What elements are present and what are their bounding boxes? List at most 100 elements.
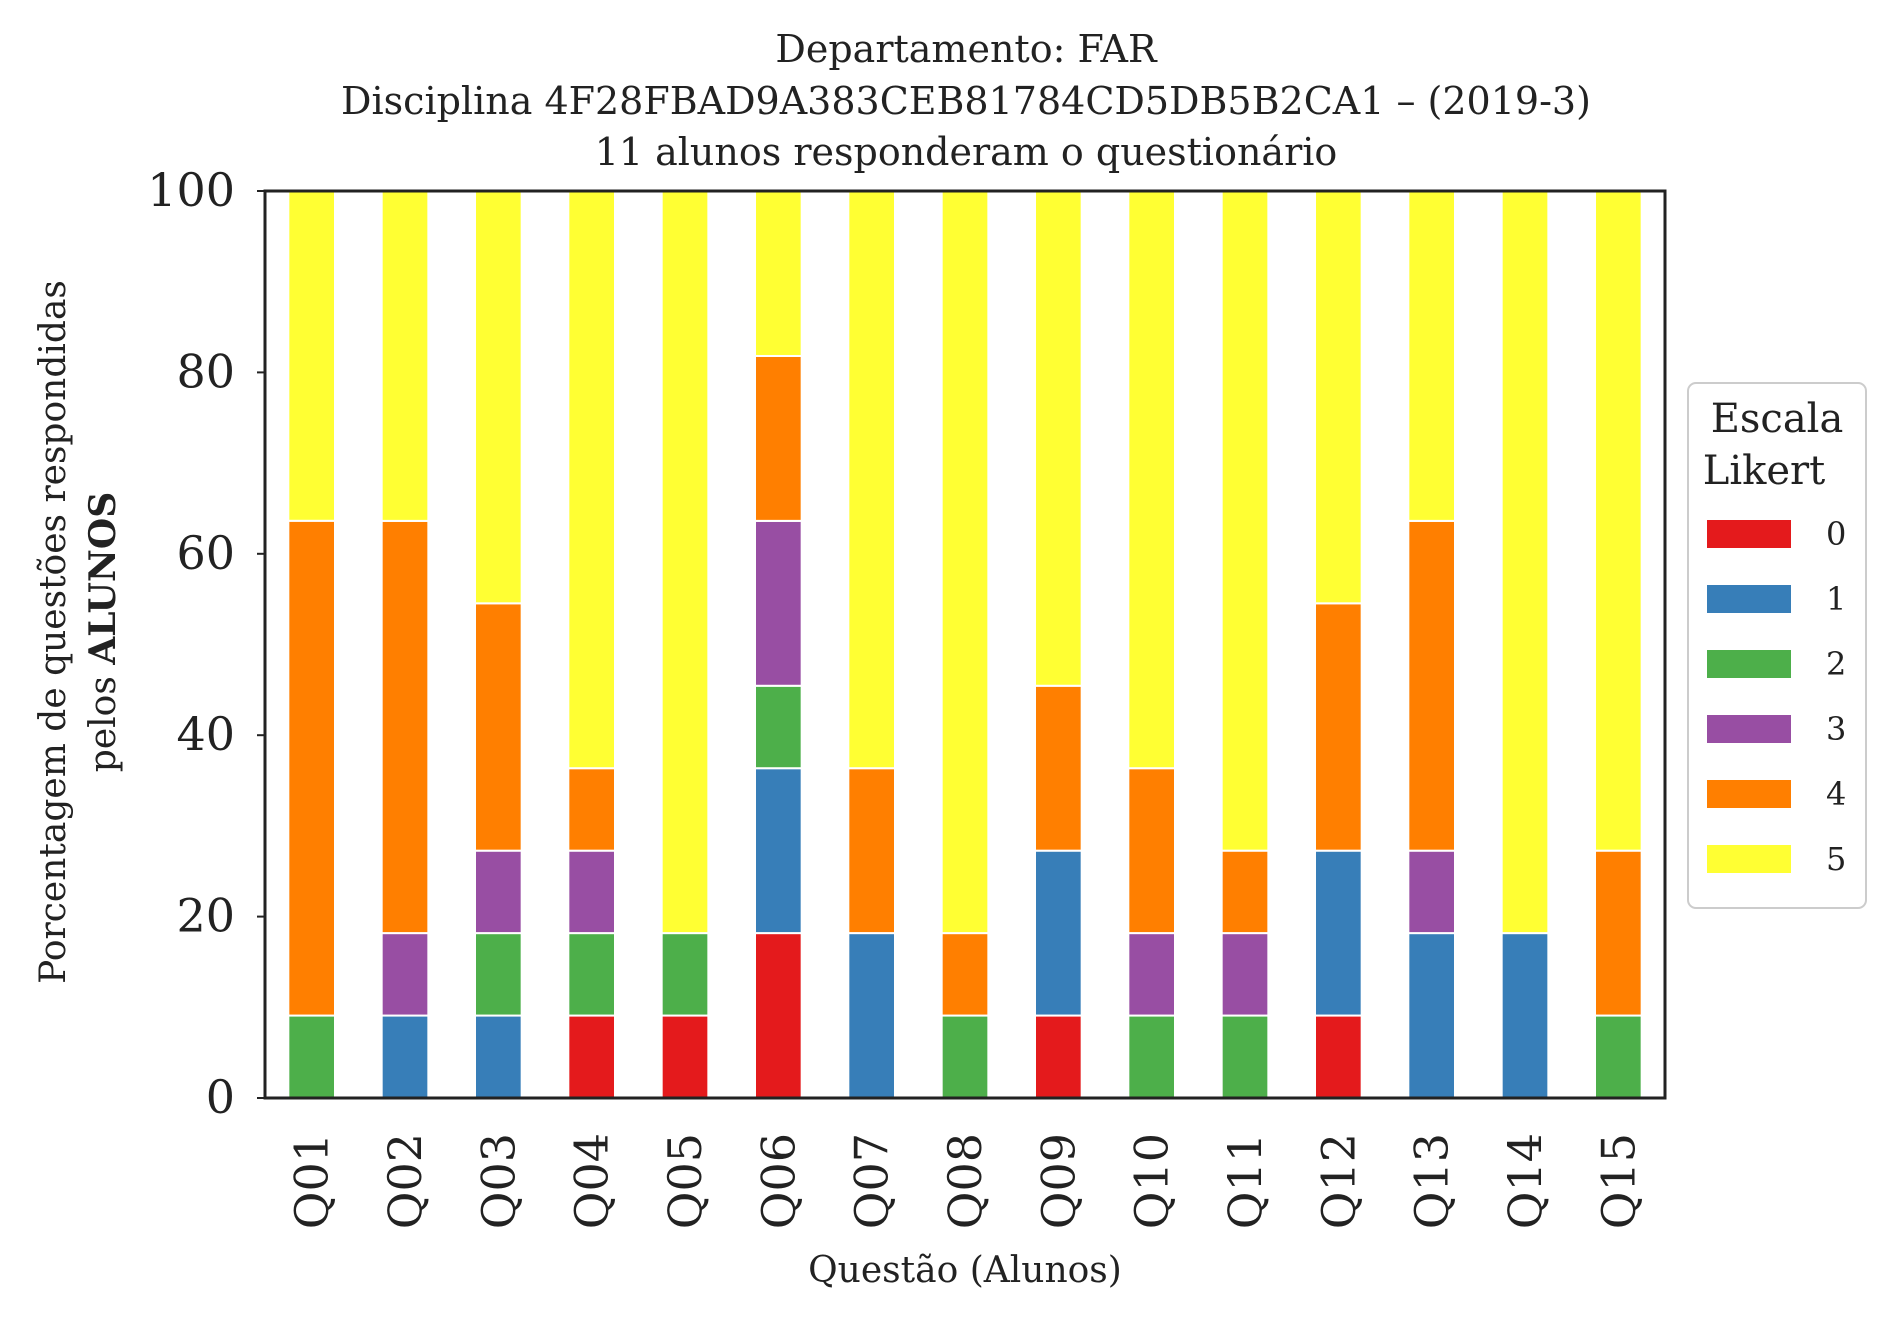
bar-Q06-likert-2 [754, 684, 803, 770]
bar-Q07-likert-4 [847, 767, 897, 935]
x-tick-label-Q10: Q10 [1125, 1133, 1179, 1229]
x-tick-label-Q11: Q11 [1218, 1133, 1272, 1229]
y-axis-label: Porcentagem de questões respondidas pelo… [33, 280, 124, 984]
legend: Escala Likert 0 1 2 3 4 5 [1687, 382, 1867, 909]
bar-Q01-likert-5 [287, 190, 336, 522]
bar-Q10-likert-3 [1127, 932, 1176, 1017]
x-tick-label-Q02: Q02 [378, 1133, 432, 1229]
y-tick-label: 0 [206, 1070, 235, 1124]
bar-Q03-likert-2 [474, 932, 523, 1017]
bar-Q03-likert-4 [474, 602, 523, 852]
y-axis-ticks: 0 20 40 60 80 100 [147, 163, 265, 1124]
bar-Q08-likert-4 [940, 932, 990, 1017]
bar-Q10-likert-2 [1127, 1014, 1176, 1099]
legend-label-2: 2 [1826, 645, 1846, 683]
title-line-2: Disciplina 4F28FBAD9A383CEB81784CD5DB5B2… [341, 79, 1591, 123]
plot-frame [263, 189, 1667, 1100]
x-tick-label-Q06: Q06 [751, 1133, 805, 1229]
bar-Q15-likert-5 [1594, 190, 1643, 852]
bar-Q04-likert-2 [567, 932, 617, 1017]
y-tick-label: 20 [176, 889, 235, 943]
y-tick-label: 80 [176, 344, 235, 398]
bar-Q04-likert-3 [567, 849, 617, 935]
x-tick-label-Q09: Q09 [1031, 1133, 1085, 1229]
x-tick-label-Q13: Q13 [1405, 1133, 1459, 1229]
bar-Q12-likert-4 [1314, 602, 1363, 852]
legend-label-1: 1 [1826, 580, 1846, 618]
legend-label-3: 3 [1826, 710, 1846, 748]
x-tick-label-Q15: Q15 [1591, 1133, 1645, 1229]
bar-Q06-likert-3 [754, 519, 803, 687]
bar-Q13-likert-3 [1407, 849, 1456, 935]
bar-Q06-likert-5 [754, 190, 803, 357]
bar-Q06-likert-0 [754, 932, 803, 1099]
bar-Q09-likert-1 [1034, 849, 1083, 1017]
bar-Q09-likert-5 [1034, 190, 1083, 687]
bar-Q05-likert-2 [660, 932, 710, 1017]
legend-frame [1687, 382, 1867, 909]
bar-Q09-likert-4 [1034, 684, 1083, 852]
y-axis-label-line-2: pelos ALUNOS [82, 492, 124, 772]
legend-swatch-1 [1707, 585, 1791, 613]
bar-Q11-likert-5 [1220, 190, 1270, 852]
x-tick-label-Q12: Q12 [1311, 1133, 1365, 1229]
bar-Q11-likert-2 [1220, 1014, 1270, 1099]
bars-group [287, 190, 1643, 1099]
legend-label-5: 5 [1826, 840, 1846, 878]
bar-Q02-likert-5 [380, 190, 430, 522]
x-tick-label-Q07: Q07 [845, 1133, 899, 1229]
title-line-1: Departamento: FAR [775, 27, 1158, 71]
legend-swatch-0 [1707, 520, 1791, 548]
x-tick-label-Q03: Q03 [471, 1133, 525, 1229]
y-axis-label-prefix: pelos [83, 665, 124, 772]
bar-Q05-likert-0 [660, 1014, 710, 1099]
bar-Q08-likert-5 [940, 190, 990, 935]
legend-items: 0 1 2 3 4 5 [1707, 515, 1846, 878]
bar-Q08-likert-2 [940, 1014, 990, 1099]
bar-Q15-likert-2 [1594, 1014, 1643, 1099]
x-tick-label-Q01: Q01 [285, 1133, 339, 1229]
y-axis-label-bold: ALUNOS [82, 492, 124, 666]
bar-Q10-likert-5 [1127, 190, 1176, 770]
legend-title-line-2: Likert [1703, 448, 1825, 494]
bar-Q07-likert-1 [847, 932, 897, 1099]
bar-Q04-likert-4 [567, 767, 617, 852]
bar-Q10-likert-4 [1127, 767, 1176, 935]
legend-label-4: 4 [1826, 775, 1846, 813]
bar-Q11-likert-4 [1220, 849, 1270, 935]
legend-swatch-3 [1707, 715, 1791, 743]
bar-Q03-likert-5 [474, 190, 523, 605]
bar-Q03-likert-1 [474, 1014, 523, 1099]
bar-Q13-likert-5 [1407, 190, 1456, 522]
bar-Q06-likert-4 [754, 354, 803, 522]
bar-Q14-likert-1 [1500, 932, 1550, 1099]
bar-Q12-likert-5 [1314, 190, 1363, 605]
bar-Q06-likert-1 [754, 767, 803, 935]
bar-Q01-likert-4 [287, 519, 336, 1017]
bar-Q11-likert-3 [1220, 932, 1270, 1017]
legend-title-line-1: Escala [1711, 396, 1844, 442]
y-tick-label: 60 [176, 526, 235, 580]
x-tick-label-Q04: Q04 [565, 1133, 619, 1229]
bar-Q02-likert-4 [380, 519, 430, 935]
bar-Q04-likert-5 [567, 190, 617, 770]
bar-Q03-likert-3 [474, 849, 523, 935]
x-tick-label-Q08: Q08 [938, 1133, 992, 1229]
bar-Q07-likert-5 [847, 190, 897, 770]
title-line-3: 11 alunos responderam o questionário [595, 130, 1338, 174]
bar-Q01-likert-2 [287, 1014, 336, 1099]
bar-Q02-likert-3 [380, 932, 430, 1017]
bar-Q13-likert-1 [1407, 932, 1456, 1099]
bar-Q12-likert-1 [1314, 849, 1363, 1017]
y-axis-label-line-1: Porcentagem de questões respondidas [33, 280, 74, 984]
bar-Q09-likert-0 [1034, 1014, 1083, 1099]
bar-Q12-likert-0 [1314, 1014, 1363, 1099]
legend-swatch-5 [1707, 845, 1791, 873]
bar-Q14-likert-5 [1500, 190, 1550, 935]
bar-Q15-likert-4 [1594, 849, 1643, 1017]
legend-swatch-4 [1707, 780, 1791, 808]
chart-title: Departamento: FAR Disciplina 4F28FBAD9A3… [341, 27, 1591, 174]
bar-Q05-likert-5 [660, 190, 710, 935]
bar-Q13-likert-4 [1407, 519, 1456, 852]
